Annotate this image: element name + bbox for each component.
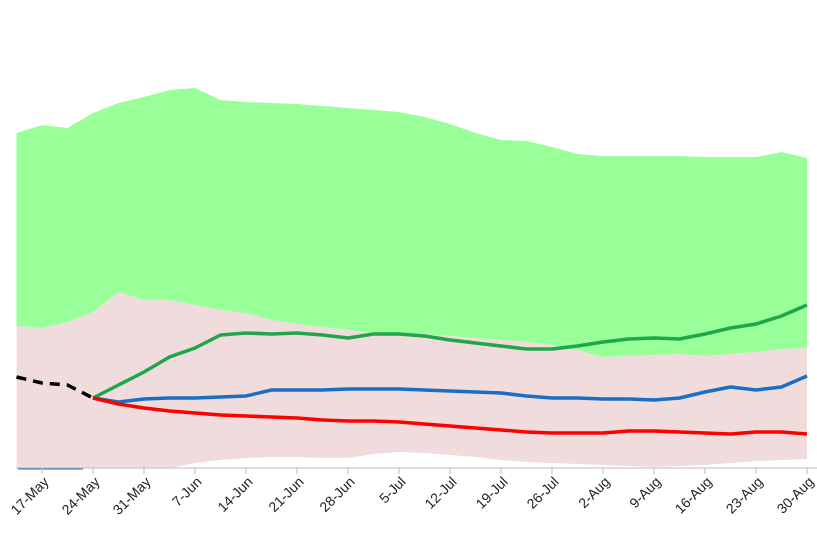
x-tick-label: 31-May — [109, 473, 153, 517]
x-tick-label: 5-Jul — [376, 473, 409, 506]
series-line — [92, 374, 808, 404]
x-tick-label: 30-Aug — [773, 473, 816, 516]
x-tick-label: 2-Aug — [575, 473, 613, 511]
series-line — [92, 303, 808, 400]
x-tick-label: 16-Aug — [671, 473, 714, 516]
x-tick-label: 14-Jun — [214, 473, 256, 515]
x-tick-label: 28-Jun — [316, 473, 358, 515]
band-area — [16, 292, 807, 468]
series-line — [16, 375, 94, 400]
x-tick-label: 17-May — [7, 473, 51, 517]
series-line — [92, 396, 808, 436]
x-tick-label: 24-May — [58, 473, 102, 517]
x-tick-label: 23-Aug — [722, 473, 765, 516]
x-tick-label: 7-Jun — [169, 473, 205, 509]
x-tick-label: 9-Aug — [626, 473, 664, 511]
x-tick-label: 21-Jun — [265, 473, 307, 515]
x-tick-label: 12-Jul — [421, 473, 459, 511]
band-area — [16, 88, 807, 357]
x-tick-label: 26-Jul — [523, 473, 561, 511]
x-tick-label: 19-Jul — [472, 473, 510, 511]
